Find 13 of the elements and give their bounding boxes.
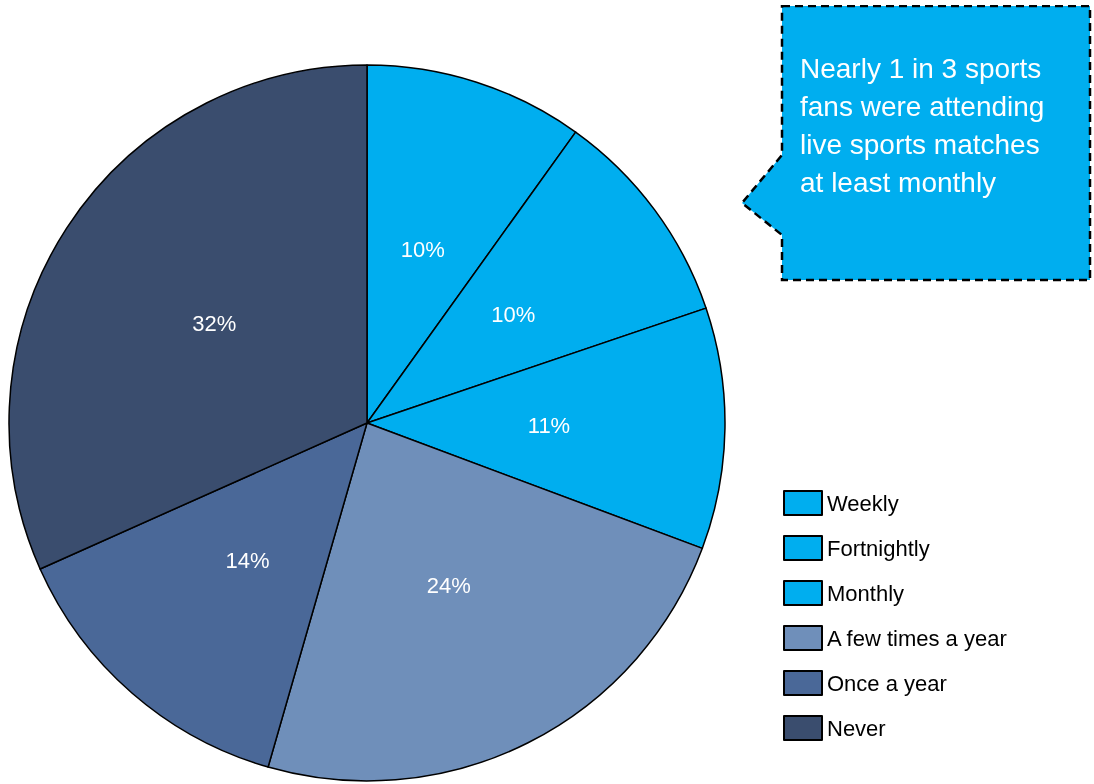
data-label: 24% bbox=[426, 573, 471, 599]
legend-label: Once a year bbox=[827, 670, 947, 696]
legend-label: Monthly bbox=[827, 580, 905, 606]
text: Nearly 1 in 3 sports fans were attending live sports matches at least monthly bbox=[800, 52, 1046, 200]
data-label: 11% bbox=[527, 413, 571, 439]
legend-label: A few times a year bbox=[827, 625, 1007, 651]
data-label: 32% bbox=[192, 311, 237, 337]
legend-label: Weekly bbox=[827, 490, 899, 516]
legend-label: Fortnightly bbox=[827, 535, 930, 561]
data-label: 14% bbox=[225, 547, 270, 573]
data-label: 10% bbox=[400, 237, 445, 263]
legend-label: Never bbox=[827, 715, 886, 741]
data-label: 10% bbox=[491, 302, 536, 328]
